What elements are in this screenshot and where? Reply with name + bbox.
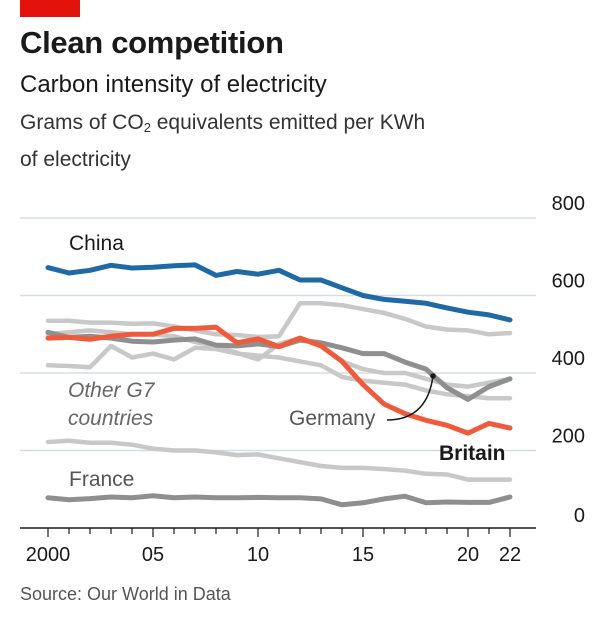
germany-leader-dot <box>430 373 436 379</box>
x-tick-label: 05 <box>142 544 164 566</box>
highlight-series-layer <box>45 262 513 436</box>
germany-leader-line <box>386 375 434 421</box>
units-prefix: Grams of CO <box>20 111 144 134</box>
x-tick-label: 15 <box>352 544 374 566</box>
series-line-other-g7-4 <box>45 438 513 482</box>
y-tick-label: 800 <box>552 193 585 215</box>
label-france: France <box>69 468 134 491</box>
label-other-line1: Other G7 <box>68 379 156 402</box>
chart-title: Clean competition <box>20 25 284 60</box>
units-subscript: 2 <box>143 120 151 135</box>
brand-accent-bar <box>20 0 80 17</box>
x-tick-label: 22 <box>499 544 521 566</box>
label-germany: Germany <box>289 407 376 430</box>
series-line-britain <box>45 324 513 436</box>
y-tick-label: 600 <box>552 271 585 293</box>
label-china: China <box>69 232 124 255</box>
units-suffix: equivalents emitted per KWh of electrici… <box>20 111 426 171</box>
label-other-line2: countries <box>68 407 154 430</box>
x-tick-label: 10 <box>247 544 269 566</box>
series-line-france <box>45 493 513 508</box>
grid-layer <box>20 217 536 452</box>
chart-subtitle: Carbon intensity of electricity <box>20 71 327 98</box>
y-tick-label: 400 <box>552 348 585 370</box>
series-line-other-g7-1 <box>45 301 513 340</box>
y-tick-label: 200 <box>552 426 585 448</box>
axis-layer: 0 200 400 600 800 2000 05 10 15 20 22 <box>20 193 585 566</box>
x-tick-label: 20 <box>457 544 479 566</box>
chart-units: Grams of CO2 equivalents emitted per KWh… <box>20 107 440 176</box>
series-line-china <box>45 262 513 323</box>
series-line-other-g7-3 <box>45 343 513 401</box>
y-tick-label: 0 <box>574 505 585 527</box>
label-britain: Britain <box>439 442 506 465</box>
x-tick-label: 2000 <box>26 544 71 566</box>
source-note: Source: Our World in Data <box>20 584 231 604</box>
